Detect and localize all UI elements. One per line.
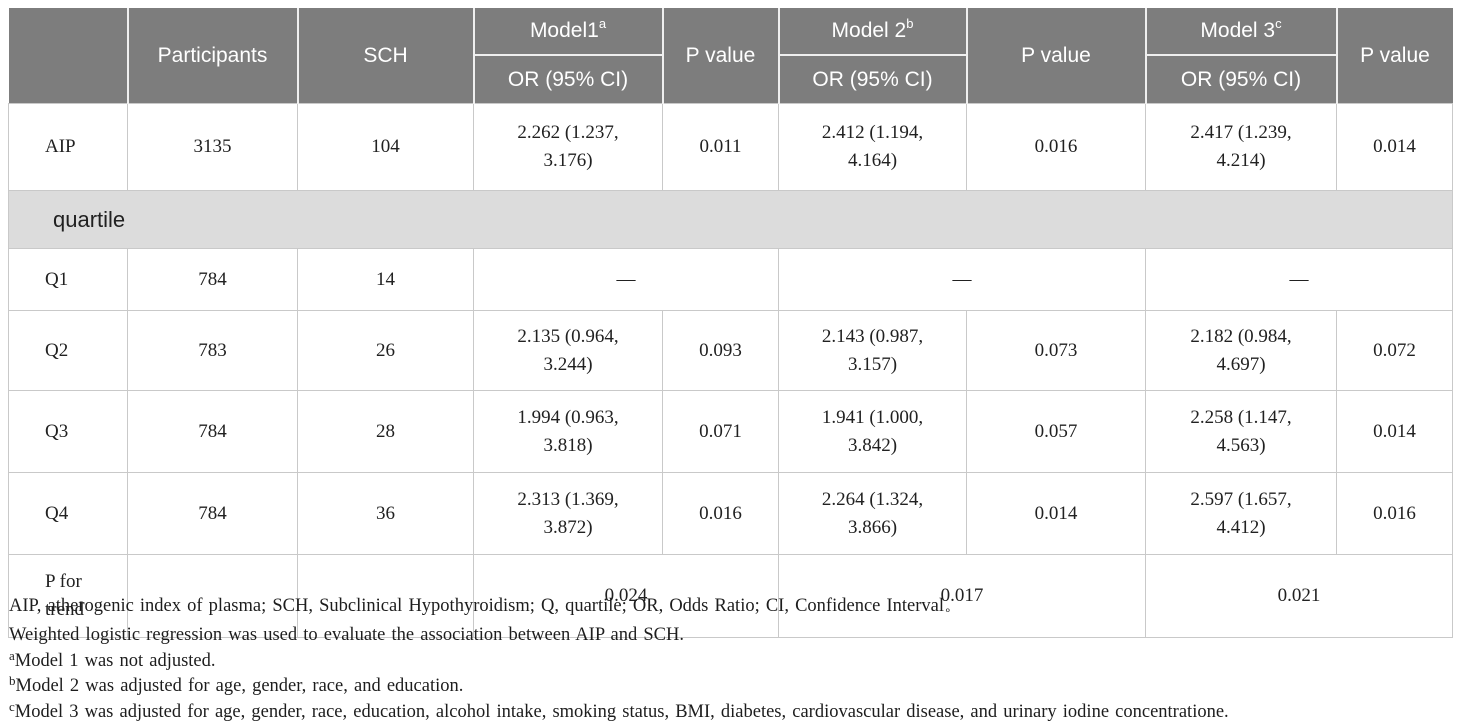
header-pvalue-2: P value xyxy=(965,8,1146,104)
header-pvalue-3: P value xyxy=(1335,8,1453,104)
cell-row-label: Q4 xyxy=(8,472,128,555)
cell-model2-or: 2.412 (1.194, 4.164) xyxy=(778,103,967,191)
cell-model2-or: 1.941 (1.000, 3.842) xyxy=(778,390,967,473)
header-model3: Model 3c xyxy=(1144,8,1337,56)
cell-participants: 783 xyxy=(127,310,298,391)
cell-model3-p: 0.014 xyxy=(1336,103,1453,191)
cell-model2-p: 0.073 xyxy=(966,310,1146,391)
header-or-ci-1: OR (95% CI) xyxy=(472,55,663,104)
footnote-model2: bModel 2 was adjusted for age, gender, r… xyxy=(9,673,464,697)
ideographic-period: ∘ xyxy=(944,603,952,617)
table-row-q3: Q3 784 28 1.994 (0.963, 3.818) 0.071 1.9… xyxy=(8,390,1453,473)
cell-model2-reference: — xyxy=(778,248,1146,311)
footnote-model1: aModel 1 was not adjusted. xyxy=(9,647,216,671)
cell-row-label: Q2 xyxy=(8,310,128,391)
cell-sch: 104 xyxy=(297,103,474,191)
footnote-abbreviations: AIP, atherogenic index of plasma; SCH, S… xyxy=(9,596,952,617)
cell-model3-reference: — xyxy=(1145,248,1453,311)
cell-participants: 784 xyxy=(127,390,298,473)
cell-model1-or: 1.994 (0.963, 3.818) xyxy=(473,390,663,473)
table-row-q2: Q2 783 26 2.135 (0.964, 3.244) 0.093 2.1… xyxy=(8,310,1453,391)
cell-model3-or: 2.258 (1.147, 4.563) xyxy=(1145,390,1337,473)
table-row-quartile-section: quartile xyxy=(8,190,1453,249)
cell-model3-p: 0.072 xyxy=(1336,310,1453,391)
footnote-superscript-a: a xyxy=(9,647,15,663)
table-footnotes: AIP, atherogenic index of plasma; SCH, S… xyxy=(9,594,1453,723)
header-row-top: Participants SCH Model1a P value Model 2… xyxy=(8,8,1453,104)
cell-model3-or: 2.597 (1.657, 4.412) xyxy=(1145,472,1337,555)
model2-superscript: b xyxy=(906,16,914,31)
quartile-section-label: quartile xyxy=(8,190,1453,249)
cell-sch: 14 xyxy=(297,248,474,311)
cell-participants: 784 xyxy=(127,472,298,555)
cell-model2-or: 2.143 (0.987, 3.157) xyxy=(778,310,967,391)
footnote-superscript-c: c xyxy=(9,698,15,714)
cell-sch: 28 xyxy=(297,390,474,473)
cell-row-label: AIP xyxy=(8,103,128,191)
cell-model3-p-trend: 0.021 xyxy=(1145,554,1453,638)
cell-model1-p-trend: 0.024 xyxy=(473,554,779,638)
cell-model1-or: 2.135 (0.964, 3.244) xyxy=(473,310,663,391)
header-participants: Participants xyxy=(126,8,298,104)
cell-model2-p: 0.057 xyxy=(966,390,1146,473)
table-row-q4: Q4 784 36 2.313 (1.369, 3.872) 0.016 2.2… xyxy=(8,472,1453,555)
header-model1: Model1a xyxy=(472,8,663,56)
cell-participants: 784 xyxy=(127,248,298,311)
table-row-aip: AIP 3135 104 2.262 (1.237, 3.176) 0.011 … xyxy=(8,103,1453,191)
table-header: Participants SCH Model1a P value Model 2… xyxy=(8,8,1453,104)
cell-sch: 26 xyxy=(297,310,474,391)
cell-participants: 3135 xyxy=(127,103,298,191)
cell-model3-p: 0.014 xyxy=(1336,390,1453,473)
cell-row-label: P for trend xyxy=(8,554,128,638)
cell-model2-or: 2.264 (1.324, 3.866) xyxy=(778,472,967,555)
cell-row-label: Q1 xyxy=(8,248,128,311)
cell-participants xyxy=(127,554,298,638)
cell-model2-p-trend: 0.017 xyxy=(778,554,1146,638)
cell-model3-p: 0.016 xyxy=(1336,472,1453,555)
cell-sch xyxy=(297,554,474,638)
header-or-ci-3: OR (95% CI) xyxy=(1144,55,1337,104)
cell-row-label: Q3 xyxy=(8,390,128,473)
table-body: AIP 3135 104 2.262 (1.237, 3.176) 0.011 … xyxy=(8,103,1453,638)
cell-model2-p: 0.016 xyxy=(966,103,1146,191)
cell-model1-p: 0.093 xyxy=(662,310,779,391)
cell-model1-p: 0.071 xyxy=(662,390,779,473)
cell-sch: 36 xyxy=(297,472,474,555)
model3-superscript: c xyxy=(1275,16,1282,31)
footnote-model3: cModel 3 was adjusted for age, gender, r… xyxy=(9,698,1229,722)
header-model2: Model 2b xyxy=(777,8,967,56)
cell-model1-or: 2.262 (1.237, 3.176) xyxy=(473,103,663,191)
cell-model1-p: 0.011 xyxy=(662,103,779,191)
table-row-p-for-trend: P for trend 0.024 0.017 0.021 xyxy=(8,554,1453,638)
model1-superscript: a xyxy=(598,16,607,31)
cell-model3-or: 2.417 (1.239, 4.214) xyxy=(1145,103,1337,191)
cell-model1-reference: — xyxy=(473,248,779,311)
footnote-superscript-b: b xyxy=(9,673,16,689)
footnote-method: Weighted logistic regression was used to… xyxy=(9,625,684,646)
header-blank-cell xyxy=(8,8,128,104)
cell-model1-or: 2.313 (1.369, 3.872) xyxy=(473,472,663,555)
header-pvalue-1: P value xyxy=(661,8,779,104)
header-sch: SCH xyxy=(296,8,474,104)
cell-model2-p: 0.014 xyxy=(966,472,1146,555)
header-row-bottom: OR (95% CI) OR (95% CI) OR (95% CI) xyxy=(9,55,1453,104)
aip-sch-regression-table: Participants SCH Model1a P value Model 2… xyxy=(8,8,1453,638)
cell-model1-p: 0.016 xyxy=(662,472,779,555)
header-or-ci-2: OR (95% CI) xyxy=(777,55,967,104)
cell-model3-or: 2.182 (0.984, 4.697) xyxy=(1145,310,1337,391)
table-row-q1: Q1 784 14 — — — xyxy=(8,248,1453,311)
